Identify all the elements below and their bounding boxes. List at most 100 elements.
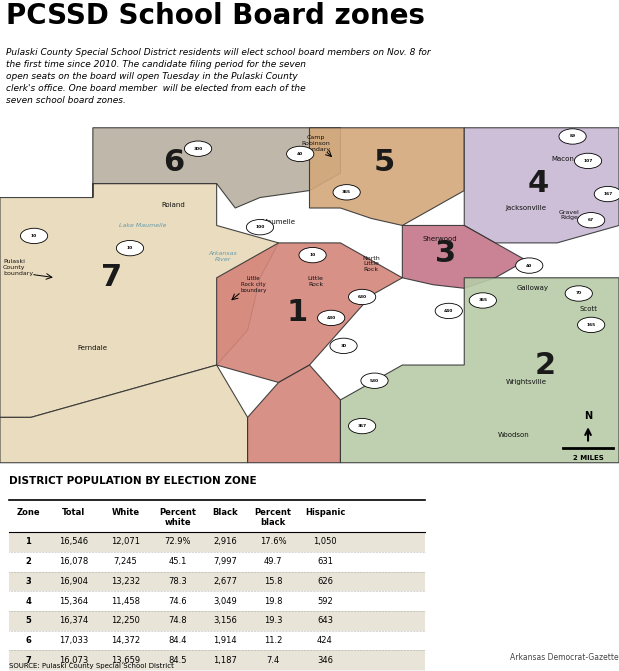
Text: 626: 626 — [317, 577, 333, 586]
Text: 12,250: 12,250 — [111, 617, 140, 625]
Text: 17,033: 17,033 — [59, 636, 89, 645]
Bar — [9, 572, 425, 591]
Polygon shape — [340, 278, 619, 463]
Text: 1: 1 — [25, 537, 31, 546]
Text: 72.9%: 72.9% — [165, 537, 191, 546]
Polygon shape — [248, 365, 340, 463]
Text: 84.5: 84.5 — [168, 656, 187, 665]
Circle shape — [116, 240, 144, 256]
Text: 49.7: 49.7 — [264, 557, 282, 566]
Text: 40: 40 — [297, 152, 303, 156]
Text: 167: 167 — [604, 192, 612, 196]
Text: 11.2: 11.2 — [264, 636, 282, 645]
Text: 15.8: 15.8 — [264, 577, 282, 586]
Text: 4: 4 — [528, 169, 549, 198]
Text: 10: 10 — [127, 246, 133, 250]
Text: Little
Rock city
boundary: Little Rock city boundary — [241, 276, 267, 293]
Text: 14,372: 14,372 — [111, 636, 141, 645]
Text: 16,078: 16,078 — [59, 557, 89, 566]
Text: 2,916: 2,916 — [214, 537, 237, 546]
Polygon shape — [0, 184, 279, 417]
Text: 3: 3 — [25, 577, 31, 586]
Text: 3,049: 3,049 — [214, 597, 237, 606]
Text: 67: 67 — [588, 218, 594, 222]
Circle shape — [565, 286, 592, 301]
Text: 7,997: 7,997 — [214, 557, 237, 566]
Text: 530: 530 — [370, 378, 379, 382]
Text: 5: 5 — [25, 617, 31, 625]
Text: 165: 165 — [587, 323, 595, 327]
Circle shape — [330, 338, 357, 354]
Polygon shape — [0, 365, 248, 463]
Text: 1: 1 — [287, 298, 308, 327]
Text: SOURCE: Pulaski County Special School District: SOURCE: Pulaski County Special School Di… — [9, 663, 173, 669]
Text: 346: 346 — [317, 656, 333, 665]
Polygon shape — [93, 127, 340, 208]
Circle shape — [594, 187, 619, 202]
Text: DISTRICT POPULATION BY ELECTION ZONE: DISTRICT POPULATION BY ELECTION ZONE — [9, 476, 256, 486]
Text: Wrightsville: Wrightsville — [506, 380, 547, 385]
Text: 3: 3 — [435, 239, 456, 268]
Text: 16,374: 16,374 — [59, 617, 89, 625]
Text: Roland: Roland — [162, 201, 185, 207]
Text: 424: 424 — [317, 636, 333, 645]
Text: 78.3: 78.3 — [168, 577, 187, 586]
Text: 16,546: 16,546 — [59, 537, 89, 546]
Text: 15,364: 15,364 — [59, 597, 89, 606]
Circle shape — [469, 293, 496, 308]
Text: Jacksonville: Jacksonville — [506, 205, 547, 211]
Text: Galloway: Galloway — [516, 285, 548, 291]
Polygon shape — [217, 243, 402, 382]
Text: 6: 6 — [25, 636, 31, 645]
Circle shape — [361, 373, 388, 389]
Text: 592: 592 — [317, 597, 333, 606]
Text: Gravel
Ridge: Gravel Ridge — [559, 209, 580, 220]
Text: 7,245: 7,245 — [114, 557, 137, 566]
Text: Little
Rock: Little Rock — [308, 276, 324, 287]
Circle shape — [348, 289, 376, 305]
Text: 7.4: 7.4 — [266, 656, 280, 665]
Text: 30: 30 — [340, 344, 347, 348]
Text: 7: 7 — [25, 656, 31, 665]
Text: 16,904: 16,904 — [59, 577, 88, 586]
Text: 45.1: 45.1 — [168, 557, 187, 566]
Circle shape — [184, 141, 212, 156]
Text: 3,156: 3,156 — [214, 617, 237, 625]
Circle shape — [20, 228, 48, 244]
Text: 630: 630 — [358, 295, 366, 299]
Text: 40: 40 — [526, 264, 532, 268]
Text: 6: 6 — [163, 148, 184, 177]
Circle shape — [574, 153, 602, 168]
Text: PCSSD School Board zones: PCSSD School Board zones — [6, 3, 425, 30]
Circle shape — [578, 213, 605, 228]
Text: N: N — [584, 411, 592, 421]
Text: Total: Total — [62, 508, 85, 517]
Text: Lake Maumelle: Lake Maumelle — [119, 223, 166, 228]
Text: 107: 107 — [584, 159, 592, 163]
Text: 367: 367 — [358, 424, 366, 428]
Text: Macon: Macon — [552, 156, 574, 162]
Text: 1,914: 1,914 — [214, 636, 237, 645]
Text: 10: 10 — [31, 234, 37, 238]
Text: 100: 100 — [255, 225, 265, 229]
Text: Scott: Scott — [579, 306, 597, 312]
Text: Ferndale: Ferndale — [78, 345, 108, 350]
Text: White: White — [111, 508, 140, 517]
Text: 19.8: 19.8 — [264, 597, 282, 606]
Text: 643: 643 — [317, 617, 333, 625]
Text: Pulaski
County
boundary: Pulaski County boundary — [3, 259, 33, 276]
Circle shape — [333, 185, 360, 200]
Circle shape — [516, 258, 543, 273]
Text: Arkansas
River: Arkansas River — [209, 252, 237, 262]
Text: 365: 365 — [342, 191, 351, 195]
Bar — [9, 532, 425, 552]
Bar — [9, 650, 425, 670]
Text: Sherwood: Sherwood — [422, 236, 457, 242]
Text: 440: 440 — [444, 309, 454, 313]
Text: Black: Black — [212, 508, 238, 517]
Circle shape — [578, 317, 605, 333]
Polygon shape — [310, 127, 464, 225]
Text: Zone: Zone — [16, 508, 40, 517]
Text: 631: 631 — [317, 557, 333, 566]
Text: Maumelle: Maumelle — [262, 219, 295, 225]
